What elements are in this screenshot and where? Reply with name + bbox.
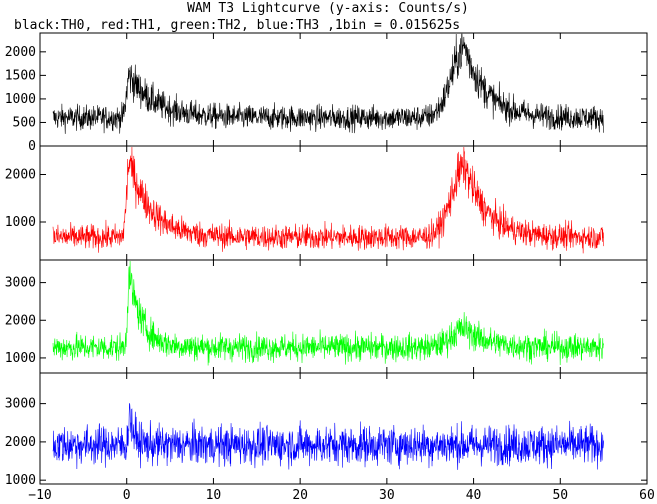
x-tick-label: 20: [292, 488, 308, 503]
x-tick-label: 30: [379, 488, 395, 503]
y-tick-label: 2000: [5, 313, 36, 328]
panel-frame: [39, 32, 648, 147]
panels-group: 0500100015002000100020001000200030001000…: [5, 32, 648, 488]
panel-th0: 0 500 1000 1500 2000: [5, 32, 648, 154]
panel-th2: 1000 2000 3000: [5, 259, 648, 374]
x-tick-label: 40: [466, 488, 482, 503]
series-th1-line: [52, 146, 604, 254]
panel-th3: 1000 2000 3000: [5, 372, 648, 488]
panel-frame: [39, 372, 648, 485]
x-tick-label: 50: [552, 488, 568, 503]
y-tick-label: 0: [28, 139, 36, 154]
y-tick-label: 1500: [5, 68, 36, 83]
y-tick-label: 3000: [5, 397, 36, 412]
panel-th1: 1000 2000: [5, 145, 648, 261]
series-th2-line: [52, 260, 604, 366]
x-axis: −10 0 10 20 30 40 50 60: [28, 488, 655, 503]
y-tick-label: 1000: [5, 92, 36, 107]
y-tick-label: 1000: [5, 351, 36, 366]
chart-title: WAM T3 Lightcurve (y-axis: Counts/s): [187, 1, 469, 16]
series-th0-line: [52, 33, 604, 134]
x-tick-label: 0: [123, 488, 131, 503]
y-tick-label: 3000: [5, 276, 36, 291]
y-tick-label: 2000: [5, 435, 36, 450]
x-tick-label: −10: [28, 488, 51, 503]
y-tick-label: 2000: [5, 45, 36, 60]
x-tick-label: 10: [206, 488, 222, 503]
y-tick-label: 500: [13, 115, 36, 130]
chart-subtitle: black:TH0, red:TH1, green:TH2, blue:TH3 …: [14, 18, 460, 33]
y-tick-label: 1000: [5, 215, 36, 230]
series-th3-line: [52, 403, 604, 470]
y-tick-label: 1000: [5, 473, 36, 488]
y-tick-label: 2000: [5, 168, 36, 183]
x-tick-label: 60: [639, 488, 655, 503]
